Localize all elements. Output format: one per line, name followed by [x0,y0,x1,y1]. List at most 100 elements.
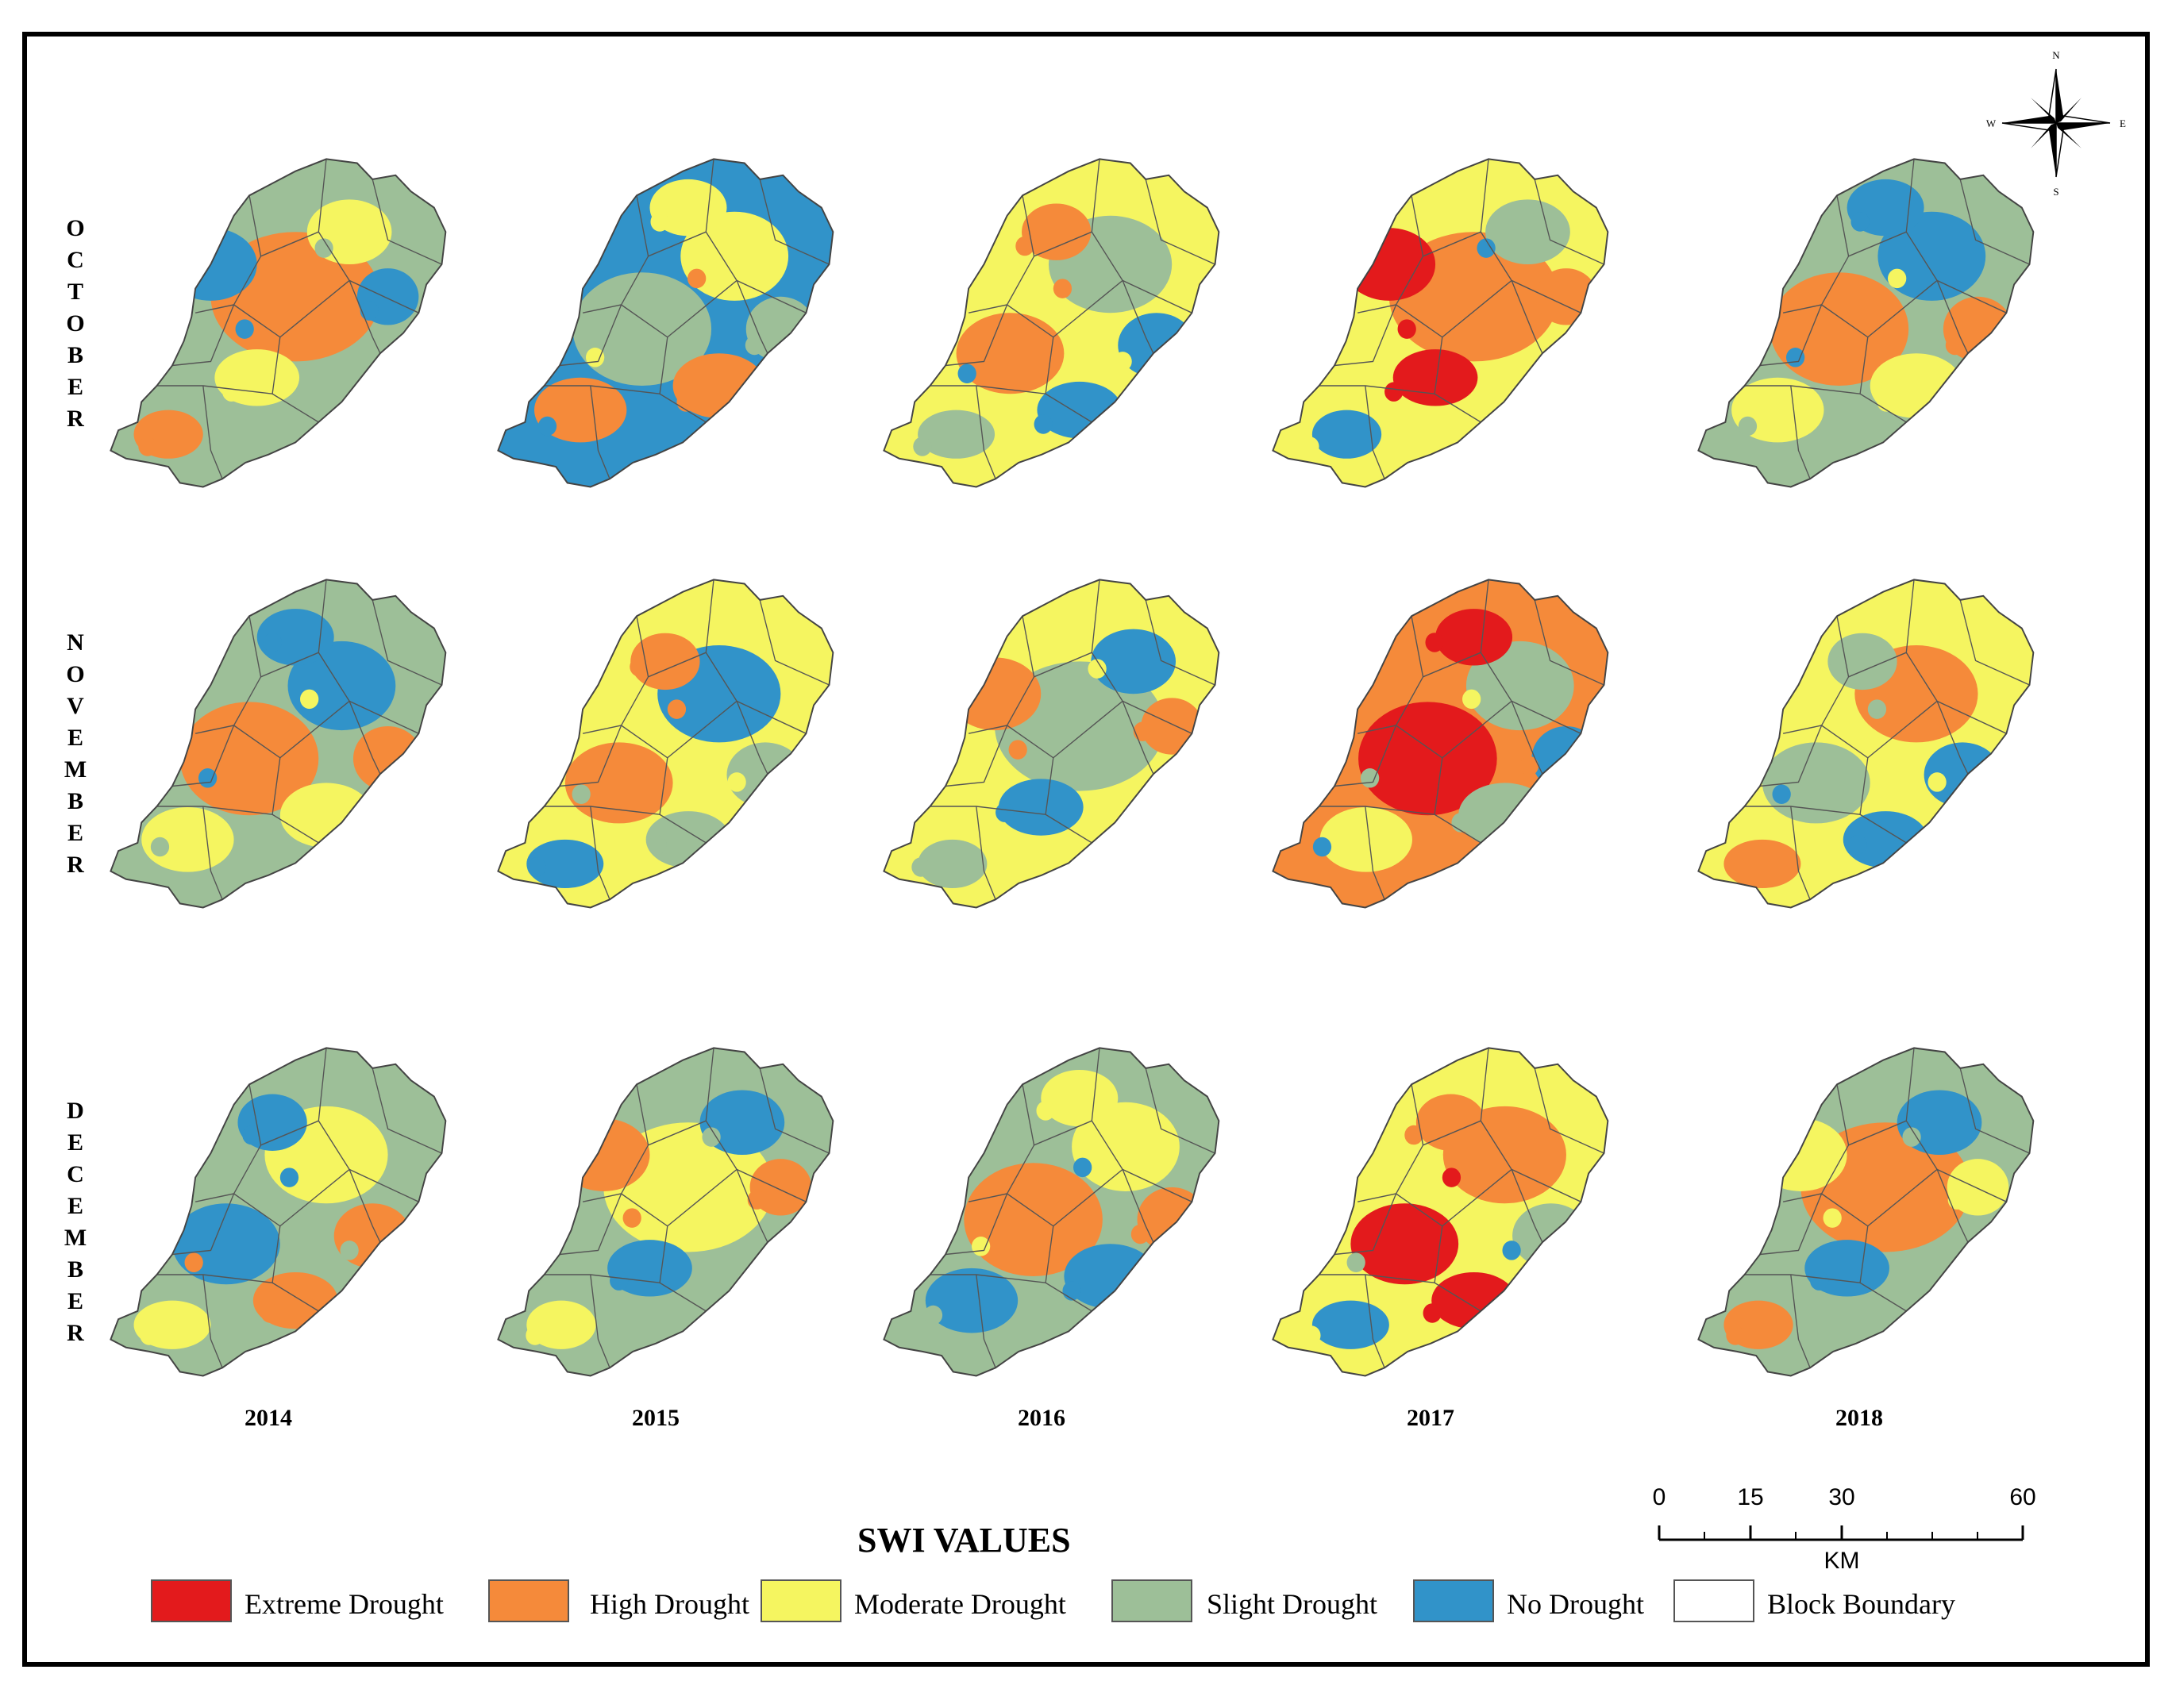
drought-zone-no [998,779,1084,836]
year-label-2014: 2014 [245,1405,292,1431]
block-boundary [171,304,235,367]
drought-spot [702,1127,721,1147]
year-label-2015: 2015 [632,1405,680,1431]
year-label-2017: 2017 [1407,1405,1454,1431]
drought-spot [1519,756,1539,776]
block-boundary [1905,579,2007,734]
drought-zone-slight [918,839,988,889]
block-boundary [1480,159,1581,314]
block-boundary [171,725,235,787]
drought-zone-no [1091,629,1176,694]
state-outline [883,158,1220,488]
block-boundary [1007,700,1123,759]
map-panel-november-2014 [110,579,447,909]
block-boundary [1859,1225,1907,1312]
drought-spot [1036,1101,1055,1121]
map-panel-october-2015 [497,158,834,488]
drought-zone-high [948,657,1042,731]
block-boundary [171,1193,235,1256]
drought-spot [572,784,591,804]
drought-zone-slight [1465,640,1574,731]
drought-spot [957,364,976,383]
drought-zone-no [287,640,396,731]
drought-zone-no [607,1240,692,1297]
drought-spot [1823,1208,1842,1228]
block-boundary [1365,806,1385,900]
drought-zone-moderate [141,807,234,872]
state-outline [497,579,834,909]
drought-spot [198,768,218,788]
state-outline [1697,579,2035,909]
drought-spot [1113,352,1132,371]
scale-tick-0: 0 [1652,1484,1666,1510]
map-panel-november-2017 [1272,579,1609,909]
block-boundary [1534,179,1604,265]
drought-zone-no [526,839,604,889]
block-boundary [372,1068,442,1154]
drought-spot [1360,768,1380,788]
drought-spot [911,857,930,877]
block-boundary [590,1274,610,1368]
block-boundary [648,652,707,678]
drought-spot [1761,1161,1781,1182]
drought-zone-no [1064,1244,1157,1309]
block-boundary [705,579,807,734]
drought-zone-slight [1762,742,1870,824]
year-label-2018: 2018 [1835,1405,1883,1431]
block-boundary [1396,700,1512,759]
block-boundary [1759,1193,1823,1256]
legend-swatch-high [488,1579,569,1622]
drought-spot [340,1241,359,1260]
block-boundary [968,195,1035,314]
drought-spot [1404,1125,1423,1145]
map-panel-december-2015 [497,1047,834,1377]
block-boundary [260,231,319,257]
block-boundary [582,616,649,734]
drought-zone-high [964,1163,1103,1277]
drought-spot [314,238,333,258]
drought-spot [1502,1241,1521,1260]
drought-spot [676,392,695,412]
drought-spot [650,212,669,232]
block-boundary [1782,1084,1850,1202]
block-boundary [1091,1048,1192,1202]
block-boundary [759,1068,830,1154]
drought-spot [150,837,170,857]
state-outline [110,579,447,909]
block-boundary [582,1084,649,1202]
drought-spot [1945,335,1965,356]
drought-spot [235,319,254,339]
drought-spot [1902,1127,1921,1147]
drought-spot [1423,1303,1442,1323]
scale-unit: KM [1823,1548,1860,1574]
drought-zone-moderate [1754,1118,1847,1191]
drought-spot [138,437,157,456]
map-panel-december-2016 [883,1047,1220,1377]
block-boundary [1848,231,1907,257]
drought-spot [630,656,649,677]
map-panel-november-2018 [1697,579,2035,909]
block-boundary [659,1225,707,1312]
drought-spot [1062,1281,1081,1301]
block-boundary [736,1169,768,1243]
block-boundary [1848,1120,1907,1146]
block-boundary [1782,616,1850,734]
drought-spot [289,813,308,833]
drought-spot [996,802,1015,822]
block-boundary [1936,701,1969,775]
drought-spot [527,857,546,877]
drought-zone-high [1723,839,1801,889]
drought-spot [687,268,707,289]
block-boundary [233,700,350,759]
drought-spot [537,416,557,437]
drought-spot [1015,236,1034,256]
block-boundary [1122,280,1154,354]
block-boundary [202,1274,223,1368]
drought-spot [1442,1168,1461,1187]
drought-spot [1425,633,1444,652]
drought-spot [173,272,193,293]
drought-spot [1384,382,1404,402]
drought-zone-high [1137,1187,1207,1252]
block-boundary [590,385,610,479]
